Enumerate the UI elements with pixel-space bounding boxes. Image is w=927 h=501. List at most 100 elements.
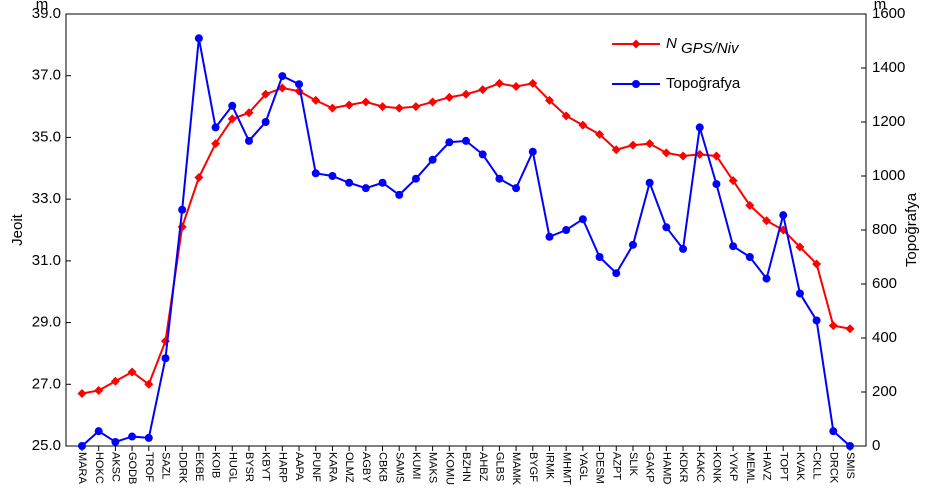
x-tick-label: AKSC xyxy=(109,452,121,482)
data-point xyxy=(78,442,86,450)
y2-tick-label: 200 xyxy=(872,383,897,400)
x-tick-label: HARP xyxy=(276,452,288,483)
data-point xyxy=(544,95,554,105)
data-point xyxy=(662,223,671,232)
x-tick-label: HAVZ xyxy=(761,452,773,481)
data-point xyxy=(745,200,755,210)
data-point xyxy=(227,114,237,124)
legend-subscript: GPS/Niv xyxy=(681,40,740,57)
data-point xyxy=(462,136,470,145)
data-point xyxy=(478,150,487,159)
data-point xyxy=(378,102,388,112)
data-point xyxy=(678,151,688,161)
x-tick-label: MAMK xyxy=(510,452,522,486)
x-tick-label: SMIS xyxy=(844,452,856,479)
y2-tick-label: 1200 xyxy=(872,113,905,130)
data-point xyxy=(228,101,237,110)
data-point xyxy=(712,180,721,189)
data-point xyxy=(628,240,637,249)
y-tick-label: 33.0 xyxy=(32,190,61,207)
data-point xyxy=(277,83,287,93)
data-point xyxy=(395,190,404,199)
x-tick-label: SAMS xyxy=(393,452,405,483)
y-tick-label: 29.0 xyxy=(32,314,61,331)
x-tick-label: DDRK xyxy=(176,452,188,484)
data-point xyxy=(795,289,804,298)
x-tick-label: BYGF xyxy=(527,452,539,482)
data-point xyxy=(545,232,554,241)
x-tick-label: GODB xyxy=(126,452,138,484)
data-point xyxy=(812,259,822,269)
x-tick-label: MEML xyxy=(744,452,756,484)
data-point xyxy=(631,39,641,49)
data-point xyxy=(495,174,504,183)
y2-tick-label: 600 xyxy=(872,275,897,292)
x-tick-label: KAKC xyxy=(694,452,706,482)
data-point xyxy=(445,138,454,147)
y-unit: m xyxy=(36,0,49,13)
x-tick-label: YVKP xyxy=(727,452,739,481)
data-point xyxy=(528,147,537,156)
x-tick-label: HUGL xyxy=(226,452,238,483)
data-point xyxy=(94,427,103,436)
data-point xyxy=(345,178,354,187)
data-point xyxy=(110,376,120,386)
y2-tick-label: 400 xyxy=(872,329,897,346)
data-point xyxy=(361,97,371,107)
x-tick-label: KOMU xyxy=(443,452,455,485)
data-point xyxy=(361,184,370,193)
y2-tick-label: 0 xyxy=(872,437,880,454)
data-point xyxy=(562,226,571,234)
data-point xyxy=(127,367,137,377)
data-point xyxy=(828,321,838,331)
data-point xyxy=(745,253,754,261)
data-point xyxy=(144,379,154,389)
data-point xyxy=(528,78,538,88)
data-point xyxy=(394,103,404,113)
data-point xyxy=(178,205,187,214)
data-point xyxy=(711,151,721,161)
data-point xyxy=(344,100,354,110)
x-tick-label: KUMI xyxy=(410,452,422,480)
x-tick-label: KBYT xyxy=(260,452,272,481)
data-point xyxy=(111,437,120,446)
x-tick-label: KVAK xyxy=(794,452,806,481)
data-point xyxy=(411,174,420,183)
y-tick-label: 27.0 xyxy=(32,375,61,392)
data-point xyxy=(461,89,471,99)
data-point xyxy=(695,149,705,159)
y-tick-label: 35.0 xyxy=(32,128,61,145)
y2-unit: m xyxy=(874,0,887,13)
y-axis-label: Jeoit xyxy=(9,213,26,246)
x-tick-label: MHMT xyxy=(560,452,572,485)
x-tick-label: HAMD xyxy=(660,452,672,484)
data-point xyxy=(728,176,738,186)
data-point xyxy=(632,80,640,88)
x-tick-label: CBKB xyxy=(377,452,389,482)
x-tick-label: BZHN xyxy=(460,452,472,482)
data-point xyxy=(695,123,704,132)
data-point xyxy=(812,316,821,325)
data-point xyxy=(645,139,655,149)
legend-label: N xyxy=(666,35,677,52)
x-tick-label: PUNF xyxy=(310,452,322,482)
data-point xyxy=(795,242,805,252)
x-tick-label: KOIB xyxy=(210,452,222,478)
x-tick-label: SAZL xyxy=(160,452,172,480)
x-tick-label: DESM xyxy=(594,452,606,484)
data-point xyxy=(244,108,254,118)
x-tick-label: GAKP xyxy=(644,452,656,483)
data-point xyxy=(612,269,621,278)
x-tick-label: TOPT xyxy=(777,452,789,481)
data-point xyxy=(478,85,488,95)
data-point xyxy=(194,34,203,43)
y2-tick-label: 800 xyxy=(872,221,897,238)
x-tick-label: YAGL xyxy=(577,452,589,481)
y2-tick-label: 1000 xyxy=(872,167,905,184)
x-tick-label: OLMZ xyxy=(343,452,355,483)
y-tick-label: 25.0 xyxy=(32,437,61,454)
plot-frame xyxy=(65,13,867,447)
y2-tick-label: 1600 xyxy=(872,5,905,22)
x-tick-label: HOKC xyxy=(93,452,105,484)
